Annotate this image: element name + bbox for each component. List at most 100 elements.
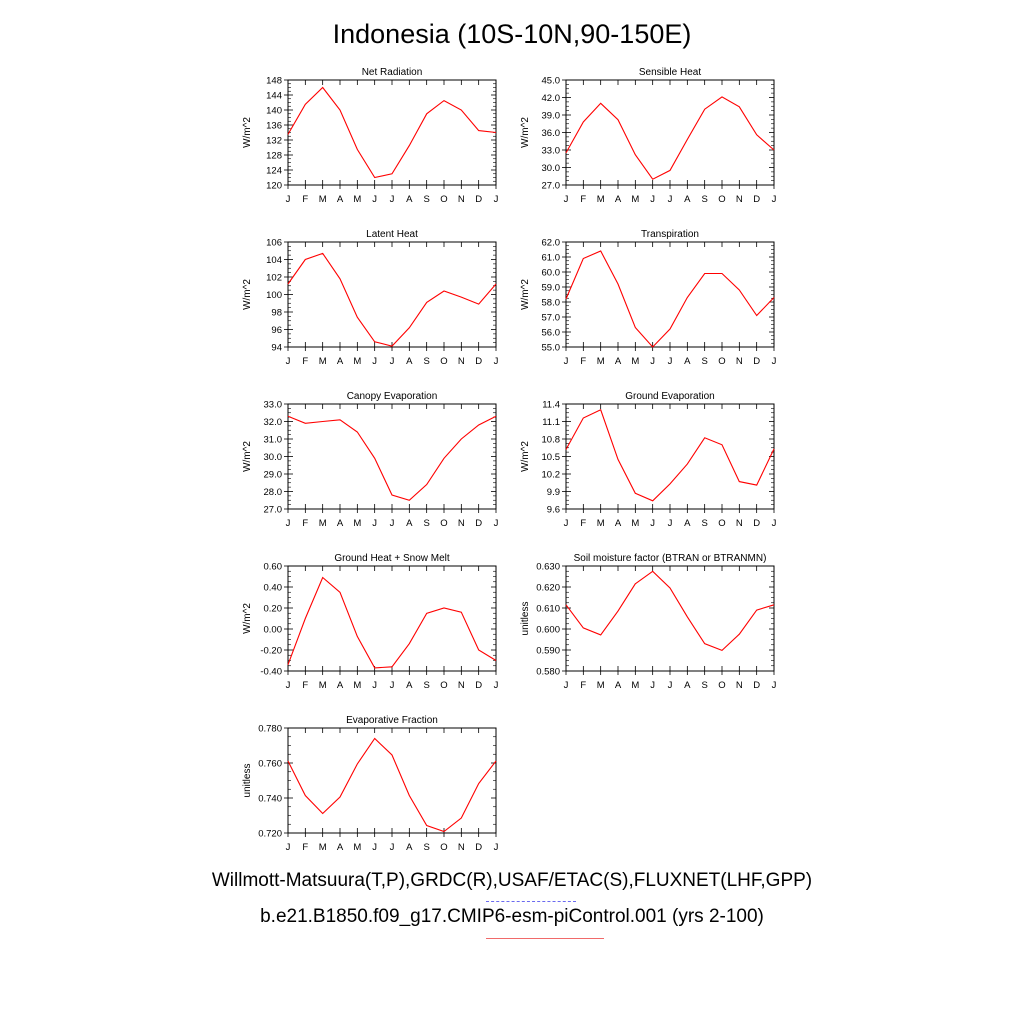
y-tick-label: 102 [266,273,282,284]
x-tick-label: N [458,356,465,367]
series-line [565,570,775,652]
x-tick-label: M [353,518,361,529]
y-tick-label: 58.0 [542,298,561,309]
x-tick-label: J [772,680,777,691]
panel-title: Transpiration [641,229,699,240]
x-tick-label: J [372,518,377,529]
panel-title: Net Radiation [362,67,423,78]
x-tick-label: A [406,194,413,205]
panel-title: Ground Heat + Snow Melt [334,553,450,564]
x-tick-label: A [684,518,691,529]
x-tick-label: M [631,680,639,691]
x-tick-label: F [580,194,586,205]
y-tick-label: 10.2 [542,470,561,481]
y-tick-label: 28.0 [264,487,283,498]
x-tick-label: A [684,194,691,205]
x-tick-label: M [631,194,639,205]
y-tick-label: 128 [266,151,282,162]
x-tick-label: A [684,356,691,367]
x-tick-label: M [319,194,327,205]
y-tick-label: 94 [271,343,282,354]
x-tick-label: F [580,518,586,529]
legend-model-line [486,938,604,939]
x-tick-label: J [650,518,655,529]
x-tick-label: N [736,518,743,529]
plot-frame [287,403,497,510]
x-tick-label: J [372,194,377,205]
series-line [565,250,775,348]
x-tick-label: N [736,194,743,205]
x-tick-label: A [406,842,413,853]
x-tick-label: M [353,194,361,205]
x-tick-label: N [458,842,465,853]
x-tick-label: N [736,680,743,691]
series-line [287,576,497,669]
y-tick-label: 106 [266,238,282,249]
x-tick-label: O [440,842,447,853]
y-tick-label: 59.0 [542,283,561,294]
x-tick-label: S [701,518,707,529]
y-tick-label: 27.0 [542,181,561,192]
chart-panel-7: Ground Heat + Snow Melt W/m^2 0.60 0.40 0.20… [242,553,499,691]
x-tick-label: J [390,194,395,205]
y-tick-label: 0.760 [258,759,282,770]
x-tick-label: J [668,356,673,367]
x-tick-label: J [650,194,655,205]
legend-observations-line [486,901,576,902]
x-tick-label: S [423,356,429,367]
x-tick-label: O [440,518,447,529]
x-tick-label: F [580,680,586,691]
y-tick-label: 100 [266,290,282,301]
x-tick-label: S [423,680,429,691]
x-tick-label: M [319,842,327,853]
x-tick-label: A [615,356,622,367]
y-tick-label: 0.620 [536,583,560,594]
figure-title: Indonesia (10S-10N,90-150E) [332,19,692,49]
panel-title: Ground Evaporation [625,391,715,402]
x-tick-label: A [337,842,344,853]
x-tick-label: D [475,356,482,367]
x-tick-label: A [615,518,622,529]
x-tick-label: M [631,356,639,367]
y-tick-label: 56.0 [542,328,561,339]
series-line [565,96,775,180]
x-tick-label: M [353,680,361,691]
plot-frame [565,565,775,672]
y-tick-label: 10.8 [542,435,561,446]
x-tick-label: J [286,518,291,529]
y-tick-label: -0.20 [260,646,282,657]
x-tick-label: J [494,518,499,529]
y-tick-label: 140 [266,106,282,117]
panel-title: Evaporative Fraction [346,715,438,726]
x-tick-label: D [475,518,482,529]
y-tick-label: 104 [266,255,282,266]
y-tick-label: 61.0 [542,253,561,264]
x-tick-label: J [372,842,377,853]
panel-title: Canopy Evaporation [347,391,438,402]
x-tick-label: O [440,356,447,367]
y-tick-label: 0.780 [258,724,282,735]
plot-frame [565,79,775,186]
x-tick-label: S [423,518,429,529]
y-tick-label: 0.610 [536,604,560,615]
y-tick-label: -0.40 [260,667,282,678]
x-tick-label: M [597,518,605,529]
y-tick-label: 33.0 [264,400,283,411]
x-tick-label: J [286,842,291,853]
x-tick-label: J [668,518,673,529]
x-tick-label: O [718,356,725,367]
x-tick-label: S [701,680,707,691]
x-tick-label: F [302,518,308,529]
y-tick-label: 124 [266,166,282,177]
y-tick-label: 30.0 [264,452,283,463]
x-tick-label: M [319,356,327,367]
x-tick-label: J [772,356,777,367]
series-line [565,409,775,502]
plot-frame [565,403,775,510]
x-tick-label: J [390,356,395,367]
panel-title: Sensible Heat [639,67,701,78]
x-tick-label: J [494,842,499,853]
x-tick-label: S [423,842,429,853]
chart-panel-4: Transpiration W/m^2 62.0 61.0 60.0 59.0 58.0 57… [520,229,777,367]
